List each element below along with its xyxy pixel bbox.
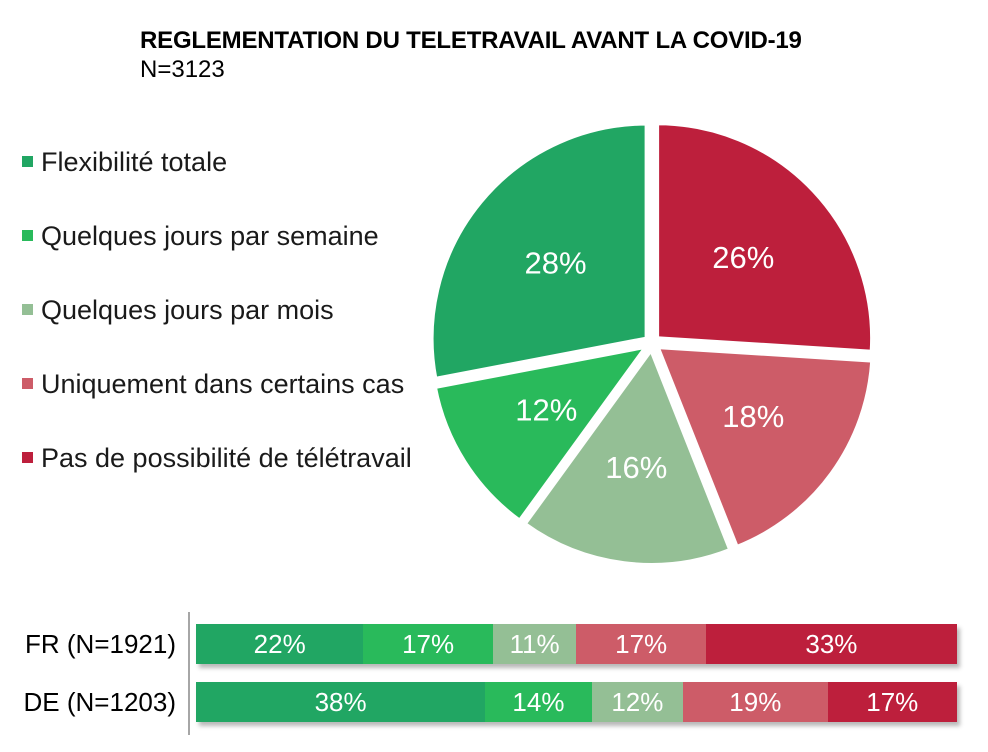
stacked-bar: 22% 17% 11% 17% 33% — [196, 624, 957, 664]
legend-label: Uniquement dans certains cas — [41, 369, 405, 399]
pie-slice — [429, 121, 649, 381]
title-block: REGLEMENTATION DU TELETRAVAIL AVANT LA C… — [140, 26, 802, 84]
bar-segment: 14% — [485, 682, 592, 722]
sample-size: N=3123 — [140, 56, 225, 83]
legend-item: Flexibilité totale — [22, 147, 227, 177]
bar-axis-line — [188, 612, 190, 735]
legend-item: Quelques jours par semaine — [22, 221, 379, 251]
legend-item: Uniquement dans certains cas — [22, 369, 404, 399]
pie-value-label: 18% — [722, 399, 784, 434]
bar-row: DE (N=1203) 38% 14% 12% 19% 17% — [0, 682, 957, 722]
stacked-bar: 38% 14% 12% 19% 17% — [196, 682, 957, 722]
bar-segment: 17% — [827, 682, 957, 722]
bar-segment: 17% — [363, 624, 493, 664]
legend-label: Quelques jours par mois — [41, 295, 334, 325]
bar-segment: 17% — [576, 624, 706, 664]
bar-row: FR (N=1921) 22% 17% 11% 17% 33% — [0, 624, 957, 664]
chart-title: REGLEMENTATION DU TELETRAVAIL AVANT LA C… — [140, 27, 802, 54]
pie-slice — [655, 345, 875, 550]
bar-category-label: FR (N=1921) — [25, 629, 176, 659]
pie-value-label: 26% — [712, 240, 774, 275]
bar-segment: 11% — [492, 624, 577, 664]
legend-item: Pas de possibilité de télétravail — [22, 443, 412, 473]
legend-label: Quelques jours par semaine — [41, 221, 379, 251]
legend-marker-icon — [22, 378, 33, 389]
pie-value-label: 28% — [524, 246, 586, 281]
pie-slice — [522, 347, 733, 567]
pie-slice — [432, 344, 649, 523]
legend-marker-icon — [22, 452, 33, 463]
legend-label: Pas de possibilité de télétravail — [41, 443, 412, 473]
bar-category-label: DE (N=1203) — [23, 687, 176, 717]
pie-chart: 26% 18% 16% 12% 28% — [429, 121, 875, 567]
bar-segment: 22% — [196, 624, 364, 664]
legend-marker-icon — [22, 304, 33, 315]
pie-value-label: 12% — [515, 393, 577, 428]
bar-segment: 33% — [705, 624, 957, 664]
bar-segment: 12% — [591, 682, 684, 722]
legend-label: Flexibilité totale — [41, 147, 228, 177]
bar-segment: 38% — [196, 682, 486, 722]
legend-marker-icon — [22, 230, 33, 241]
legend-marker-icon — [22, 156, 33, 167]
legend-item: Quelques jours par mois — [22, 295, 334, 325]
pie-slice — [655, 121, 875, 354]
pie-value-label: 16% — [605, 450, 667, 485]
bar-segment: 19% — [683, 682, 828, 722]
